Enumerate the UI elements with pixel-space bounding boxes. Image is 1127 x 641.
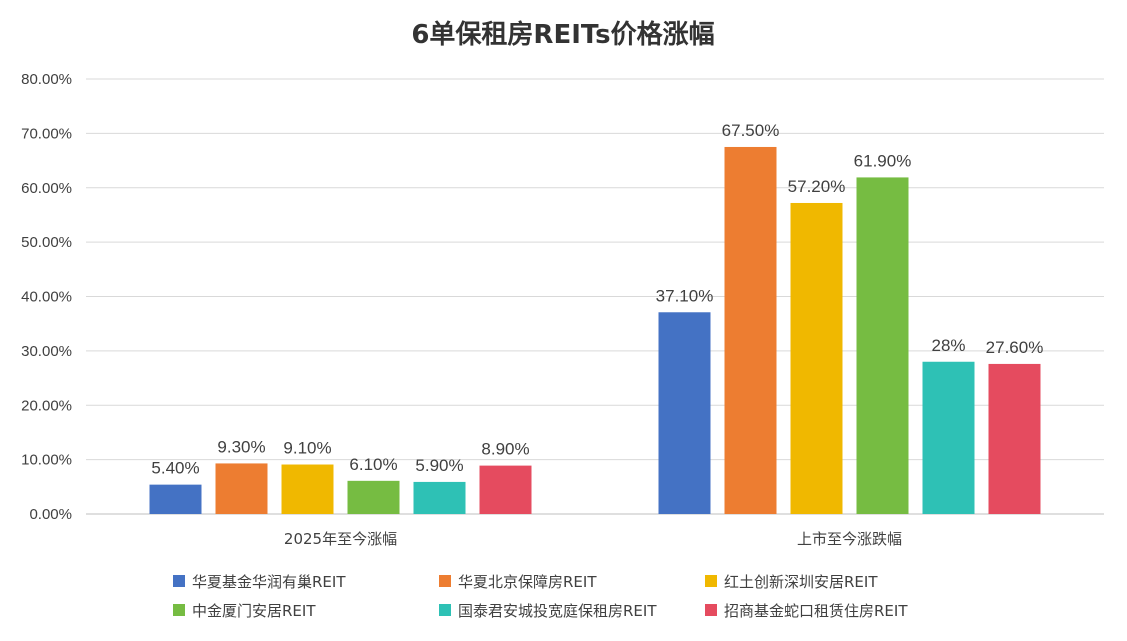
y-tick-label: 60.00% — [21, 180, 72, 197]
bar — [281, 464, 334, 514]
legend-item: 红土创新深圳安居REIT — [705, 573, 878, 591]
bars — [149, 146, 1041, 514]
bar — [413, 481, 466, 514]
y-axis-tick-labels: 0.00% 10.00% 20.00% 30.00% 40.00% 50.00% 60.00… — [21, 71, 72, 523]
y-tick-label: 0.00% — [29, 506, 72, 523]
legend-swatch — [173, 604, 185, 616]
y-tick-label: 30.00% — [21, 343, 72, 360]
data-label: 5.90% — [415, 456, 463, 475]
legend-swatch — [439, 575, 451, 587]
legend-item: 国泰君安城投宽庭保租房REIT — [439, 602, 657, 620]
data-label: 8.90% — [481, 440, 529, 459]
chart-title: 6单保租房REITs价格涨幅 — [411, 19, 714, 50]
legend-swatch — [173, 575, 185, 587]
legend-label: 中金厦门安居REIT — [192, 602, 316, 620]
data-label: 28% — [931, 336, 965, 355]
data-label: 5.40% — [151, 459, 199, 478]
data-label: 37.10% — [656, 286, 714, 305]
legend-item: 华夏基金华润有巢REIT — [173, 573, 346, 591]
bar — [988, 363, 1041, 514]
legend-label: 国泰君安城投宽庭保租房REIT — [458, 602, 657, 620]
data-label: 6.10% — [349, 455, 397, 474]
bar — [856, 177, 909, 514]
legend-item: 中金厦门安居REIT — [173, 602, 316, 620]
data-label: 61.90% — [854, 151, 912, 170]
gridlines — [86, 78, 1104, 515]
y-tick-label: 50.00% — [21, 234, 72, 251]
data-labels: 5.40% 9.30% 9.10% 6.10% 5.90% 8.90% 37.10% 67.5… — [151, 121, 1043, 478]
bar — [658, 312, 711, 514]
y-tick-label: 70.00% — [21, 125, 72, 142]
legend-label: 华夏基金华润有巢REIT — [192, 573, 346, 591]
y-tick-label: 80.00% — [21, 71, 72, 88]
bar — [347, 480, 400, 514]
x-category-label: 上市至今涨跌幅 — [797, 530, 902, 548]
legend-item: 华夏北京保障房REIT — [439, 573, 597, 591]
y-tick-label: 40.00% — [21, 289, 72, 306]
bar — [149, 484, 202, 514]
bar — [215, 463, 268, 514]
y-tick-label: 20.00% — [21, 397, 72, 414]
x-category-label: 2025年至今涨幅 — [284, 530, 397, 548]
legend-label: 招商基金蛇口租赁住房REIT — [724, 602, 908, 620]
data-label: 27.60% — [986, 338, 1044, 357]
data-label: 9.30% — [217, 437, 265, 456]
legend: 华夏基金华润有巢REIT 华夏北京保障房REIT 红土创新深圳安居REIT 中金厦门安… — [173, 573, 908, 620]
y-tick-label: 10.00% — [21, 452, 72, 469]
bar — [479, 465, 532, 514]
legend-swatch — [439, 604, 451, 616]
legend-swatch — [705, 604, 717, 616]
legend-swatch — [705, 575, 717, 587]
x-axis-category-labels: 2025年至今涨幅 上市至今涨跌幅 — [284, 530, 902, 548]
legend-label: 华夏北京保障房REIT — [458, 573, 597, 591]
data-label: 57.20% — [788, 177, 846, 196]
bar — [790, 202, 843, 514]
bar — [922, 361, 975, 514]
data-label: 67.50% — [722, 121, 780, 140]
bar — [724, 146, 777, 514]
legend-label: 红土创新深圳安居REIT — [724, 573, 878, 591]
data-label: 9.10% — [283, 439, 331, 458]
legend-item: 招商基金蛇口租赁住房REIT — [705, 602, 908, 620]
